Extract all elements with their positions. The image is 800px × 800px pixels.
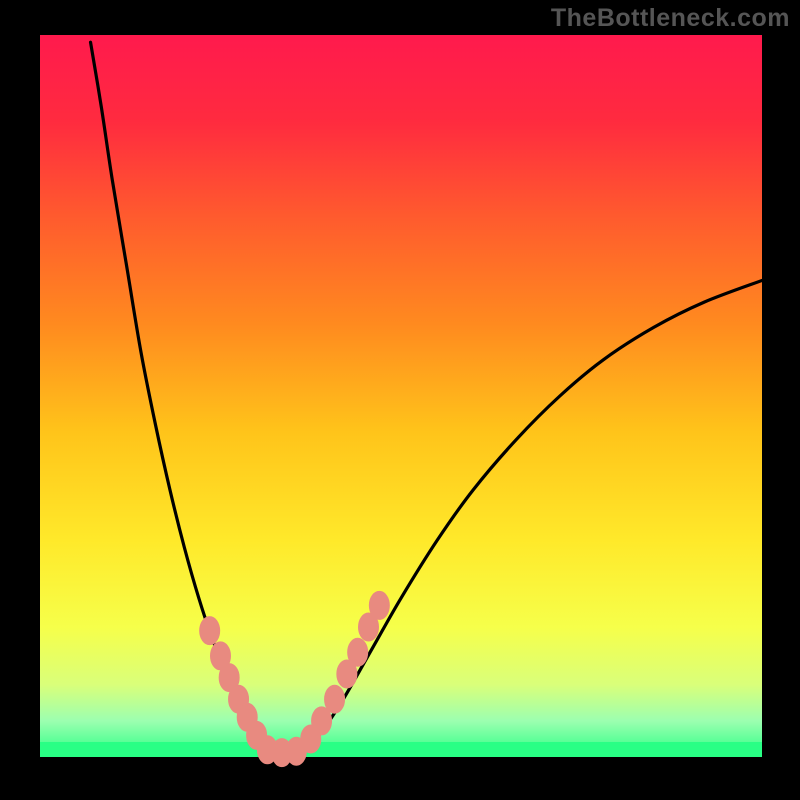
- curve-marker: [348, 638, 368, 666]
- curve-marker: [369, 591, 389, 619]
- watermark-text: TheBottleneck.com: [551, 4, 790, 33]
- chart-svg: [0, 0, 800, 800]
- bottom-green-band: [40, 742, 762, 757]
- curve-marker: [200, 617, 220, 645]
- chart-canvas: TheBottleneck.com: [0, 0, 800, 800]
- curve-marker: [325, 685, 345, 713]
